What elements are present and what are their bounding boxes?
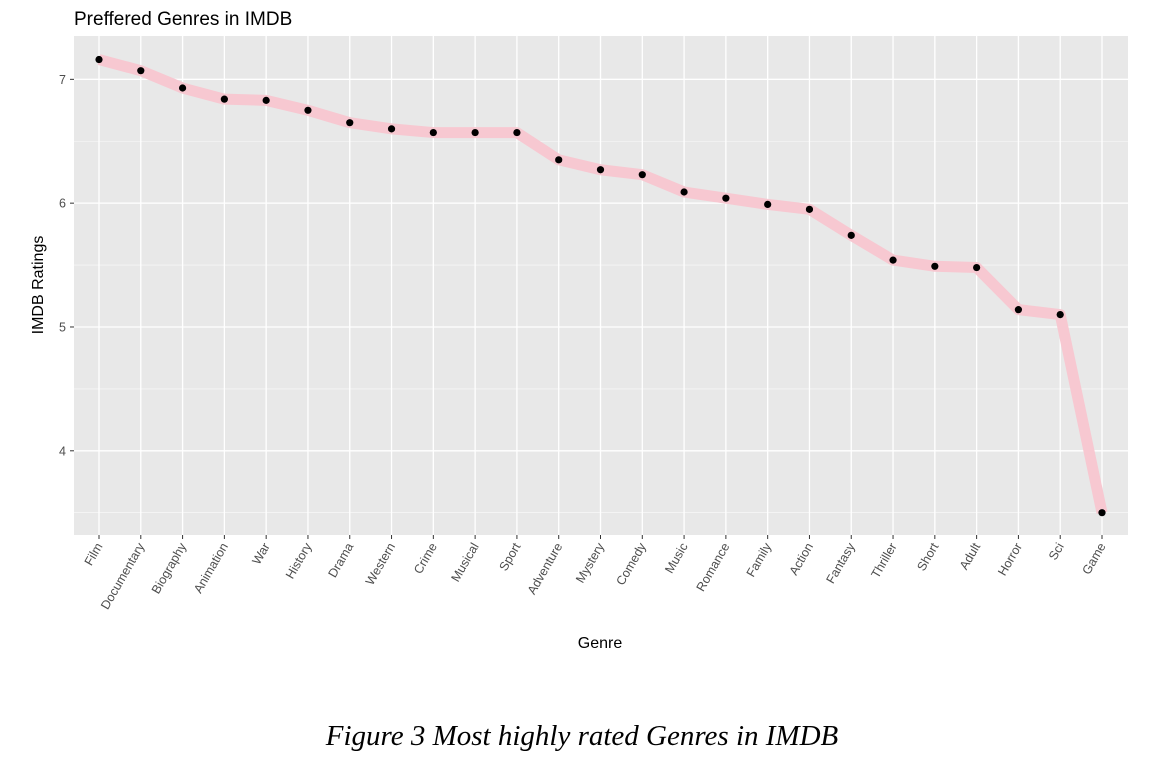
y-tick-label: 5 bbox=[59, 320, 66, 334]
y-tick-label: 4 bbox=[59, 444, 66, 458]
data-point bbox=[429, 128, 437, 137]
data-point bbox=[847, 231, 855, 239]
x-tick-label: Adult bbox=[957, 540, 984, 572]
chart-title: Preffered Genres in IMDB bbox=[74, 9, 292, 30]
x-tick-label: Mystery bbox=[573, 540, 607, 586]
data-point bbox=[1014, 306, 1023, 314]
x-tick-label: Short bbox=[914, 540, 941, 573]
data-point bbox=[95, 55, 103, 64]
data-point bbox=[1056, 310, 1064, 319]
data-point bbox=[1098, 509, 1106, 517]
x-tick-label: Documentary bbox=[98, 540, 148, 612]
y-axis-title: IMDB Ratings bbox=[30, 236, 47, 335]
figure-caption: Figure 3 Most highly rated Genres in IMD… bbox=[325, 720, 839, 752]
data-point bbox=[262, 96, 270, 104]
major-gridlines bbox=[74, 36, 1128, 535]
x-axis-title: Genre bbox=[578, 635, 623, 652]
data-point bbox=[220, 95, 228, 103]
x-tick-label: Music bbox=[662, 541, 690, 576]
x-tick-label: Family bbox=[744, 540, 775, 580]
x-tick-label: Thriller bbox=[868, 541, 899, 581]
x-tick-label: Animation bbox=[191, 540, 231, 595]
x-tick-label: Western bbox=[363, 540, 398, 587]
data-point bbox=[680, 188, 688, 196]
x-tick-label: Game bbox=[1079, 540, 1108, 577]
data-point bbox=[931, 262, 939, 270]
data-point bbox=[471, 128, 479, 137]
data-point bbox=[513, 128, 521, 137]
x-tick-label: Musical bbox=[448, 541, 481, 585]
x-tick-label: Crime bbox=[411, 540, 440, 576]
x-tick-label: History bbox=[283, 540, 315, 581]
data-point bbox=[805, 205, 814, 213]
data-point bbox=[596, 166, 605, 174]
x-tick-label: Romance bbox=[694, 540, 733, 593]
x-tick-label: Adventure bbox=[525, 540, 566, 596]
chart: Preffered Genres in IMDB 4 5 6 7 FilmDocume… bbox=[30, 9, 1128, 652]
data-point bbox=[764, 200, 772, 208]
x-tick-label: Horror bbox=[995, 541, 1025, 579]
data-point bbox=[346, 119, 354, 127]
y-tick-label: 7 bbox=[59, 73, 66, 87]
x-tick-label: Sci bbox=[1046, 541, 1067, 563]
x-tick-label: Action bbox=[787, 540, 817, 577]
data-point bbox=[555, 156, 563, 164]
x-tick-label: Drama bbox=[325, 540, 356, 580]
y-tick-label: 6 bbox=[59, 197, 66, 211]
data-point bbox=[304, 106, 312, 114]
data-point bbox=[387, 125, 396, 133]
x-tick-label: Film bbox=[82, 541, 106, 568]
data-point bbox=[137, 67, 145, 75]
data-points bbox=[95, 55, 1106, 517]
data-point bbox=[638, 171, 646, 179]
x-tick-label: War bbox=[249, 541, 272, 567]
y-axis-ticks: 4 5 6 7 bbox=[59, 73, 74, 458]
x-tick-label: Sport bbox=[496, 540, 523, 573]
x-tick-label: Comedy bbox=[613, 540, 649, 588]
x-tick-label: Fantasy bbox=[823, 540, 858, 586]
data-point bbox=[722, 194, 730, 202]
data-point bbox=[178, 84, 187, 92]
x-tick-label: Biography bbox=[149, 540, 190, 596]
data-point bbox=[973, 263, 981, 272]
data-point bbox=[889, 256, 897, 264]
